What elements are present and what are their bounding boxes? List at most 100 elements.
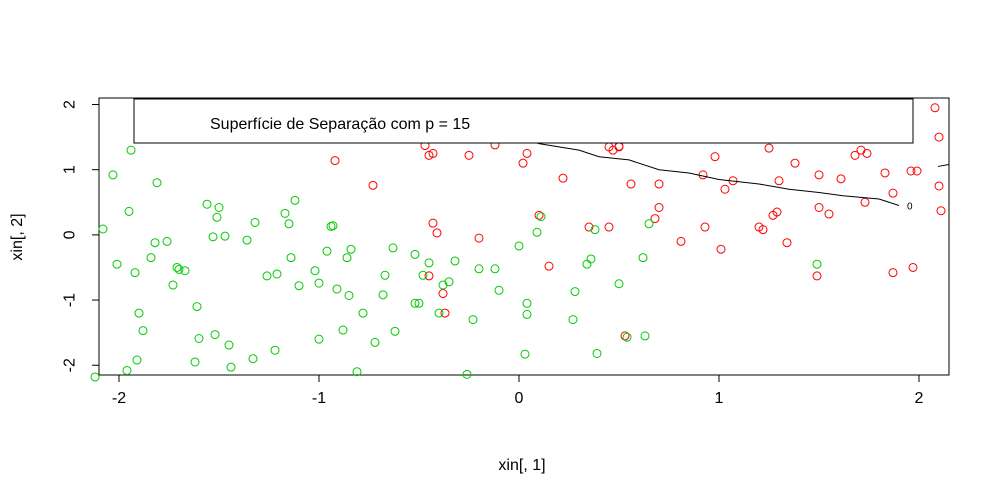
point-1-22: [202, 199, 212, 209]
point-1-54: [370, 337, 380, 347]
point-1-72: [494, 285, 504, 295]
points-layer: [90, 103, 946, 382]
point-0-24: [850, 150, 860, 160]
point-1-87: [638, 253, 648, 263]
point-1-37: [284, 219, 294, 229]
point-0-14: [654, 179, 664, 189]
point-0-37: [432, 228, 442, 238]
point-0-33: [888, 188, 898, 198]
point-1-1: [98, 224, 108, 234]
point-1-75: [522, 309, 532, 319]
point-1-66: [444, 277, 454, 287]
point-1-38: [286, 253, 296, 263]
y-tick-label-0: -2: [62, 358, 79, 372]
point-1-17: [174, 264, 184, 274]
point-1-89: [644, 219, 654, 229]
point-1-76: [522, 298, 532, 308]
x-axis: -2 -1 0 1 2: [112, 374, 924, 407]
point-1-34: [270, 345, 280, 355]
point-1-26: [214, 202, 224, 212]
point-1-44: [322, 246, 332, 256]
y-tick-label-4: 2: [62, 100, 79, 109]
point-0-28: [906, 166, 916, 176]
point-1-16: [172, 262, 182, 272]
point-1-69: [468, 315, 478, 325]
point-0-60: [860, 197, 870, 207]
x-tick-label-4: 2: [915, 390, 924, 407]
y-tick-label-1: -1: [62, 293, 79, 307]
point-1-85: [614, 279, 624, 289]
point-1-59: [410, 298, 420, 308]
point-1-90: [812, 259, 822, 269]
point-1-32: [250, 217, 260, 227]
point-0-16: [710, 152, 720, 162]
point-1-41: [310, 266, 320, 276]
point-1-8: [132, 355, 142, 365]
point-0-58: [812, 271, 822, 281]
x-tick-label-2: 0: [515, 390, 524, 407]
point-1-56: [380, 270, 390, 280]
point-0-47: [650, 214, 660, 224]
point-1-57: [388, 243, 398, 253]
legend-box: [133, 98, 914, 144]
point-1-71: [490, 264, 500, 274]
point-1-6: [126, 145, 136, 155]
point-1-46: [328, 221, 338, 231]
point-1-20: [192, 302, 202, 312]
point-1-42: [314, 278, 324, 288]
point-1-68: [462, 369, 472, 379]
point-1-55: [378, 290, 388, 300]
point-1-36: [280, 208, 290, 218]
y-tick-label-3: 1: [62, 165, 79, 174]
contour-label: 0: [907, 202, 913, 213]
point-1-2: [108, 170, 118, 180]
point-0-46: [620, 331, 630, 341]
point-1-88: [640, 331, 650, 341]
point-0-43: [584, 222, 594, 232]
point-1-7: [130, 268, 140, 278]
y-axis-title: xin[, 2]: [9, 213, 26, 260]
point-0-42: [544, 261, 554, 271]
point-1-14: [162, 236, 172, 246]
point-0-36: [428, 218, 438, 228]
point-1-61: [414, 298, 424, 308]
point-1-79: [568, 315, 578, 325]
point-0-1: [368, 180, 378, 190]
point-0-39: [440, 308, 450, 318]
point-0-23: [836, 174, 846, 184]
point-0-41: [534, 210, 544, 220]
point-0-55: [772, 207, 782, 217]
point-1-28: [224, 340, 234, 350]
point-1-47: [332, 284, 342, 294]
point-1-50: [344, 290, 354, 300]
point-1-23: [208, 232, 218, 242]
point-1-63: [424, 258, 434, 268]
x-axis-title: xin[, 1]: [498, 457, 545, 474]
point-0-49: [676, 236, 686, 246]
point-1-30: [242, 235, 252, 245]
point-0-19: [764, 143, 774, 153]
legend: Superfície de Separação com p = 15: [133, 98, 914, 144]
point-0-26: [862, 148, 872, 158]
point-1-64: [434, 308, 444, 318]
point-0-34: [912, 166, 922, 176]
point-1-86: [622, 332, 632, 342]
point-1-18: [180, 266, 190, 276]
point-1-78: [536, 212, 546, 222]
point-1-67: [450, 256, 460, 266]
point-1-80: [570, 287, 580, 297]
point-0-0: [330, 156, 340, 166]
point-0-48: [654, 202, 664, 212]
point-0-9: [558, 173, 568, 183]
x-tick-label-3: 1: [715, 390, 724, 407]
point-1-33: [262, 271, 272, 281]
point-0-4: [428, 148, 438, 158]
point-1-35: [272, 269, 282, 279]
point-1-73: [514, 241, 524, 251]
legend-text: Superfície de Separação com p = 15: [210, 116, 470, 133]
point-0-50: [700, 222, 710, 232]
point-1-70: [474, 264, 484, 274]
point-1-49: [342, 253, 352, 263]
point-1-31: [248, 354, 258, 364]
